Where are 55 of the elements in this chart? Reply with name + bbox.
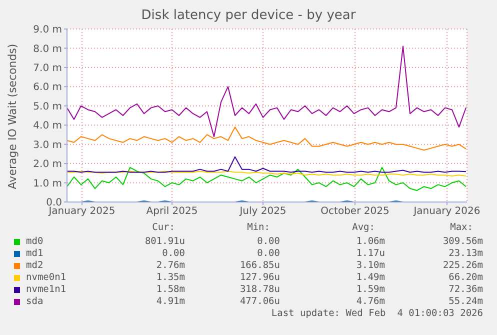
text: 225.26m [442,260,483,271]
text: 4.76m [356,296,385,307]
text: 66.20m [448,272,483,283]
y-tick-label: 5.0 m [33,101,62,112]
text: 0.00 [162,248,185,259]
y-tick-label: 3.0 m [33,140,62,151]
x-tick-label: January 2025 [48,206,116,218]
y-tick-label: 9.0 m [33,24,62,36]
legend-label: nvme0n1 [26,272,66,283]
legend-label: md2 [26,260,44,271]
x-tick-label: July 2025 [238,206,286,218]
y-tick-label: 7.0 m [33,62,62,74]
text: 801.91u [144,236,185,247]
text: Min: [247,222,270,233]
y-tick-label: 1.0 m [33,178,62,190]
text: Avg: [352,222,375,233]
text: 166.85u [240,260,280,271]
y-tick-label: 4.0 m [33,120,62,132]
y-tick-label: 8.0 m [33,44,62,55]
legend-label: nvme1n1 [26,284,66,295]
chart-title: Disk latency per device - by year [140,8,357,23]
y-axis-title: Average IO Wait (seconds) [6,43,20,189]
x-tick-label: October 2025 [320,206,390,218]
text: 3.10m [356,260,385,271]
text: 1.35m [156,272,185,283]
text: 55.24m [448,296,483,307]
y-tick-label: 2.0 m [33,159,62,170]
text: 1.17u [356,248,385,259]
text: Last update: Wed Feb 4 01:00:03 2026 [271,308,483,319]
line-series [67,166,466,191]
text: 1.59m [356,284,385,295]
legend-label: md0 [26,236,44,247]
text: 23.13m [448,248,483,259]
text: 127.96u [240,272,280,283]
x-tick-label: April 2025 [146,206,198,218]
line-series [67,126,466,151]
text: Max: [450,222,473,233]
text: 1.06m [356,236,385,247]
y-tick-label: 6.0 m [33,82,62,94]
line-series [67,46,466,138]
text: 0.00 [257,248,280,259]
legend-label: md1 [26,248,44,259]
text: 1.58m [156,284,185,295]
text: 318.78u [240,284,280,295]
text: Cur: [152,222,175,233]
text: 4.91m [156,296,185,307]
x-tick-label: January 2026 [412,206,480,218]
line-series [67,156,466,173]
text: 309.56m [442,236,483,247]
text: 0.00 [257,236,280,247]
text: 477.06u [240,296,280,307]
text: 1.49m [356,272,385,283]
text: 2.76m [156,260,185,271]
legend-label: sda [26,296,44,307]
text: 72.36m [448,284,483,295]
